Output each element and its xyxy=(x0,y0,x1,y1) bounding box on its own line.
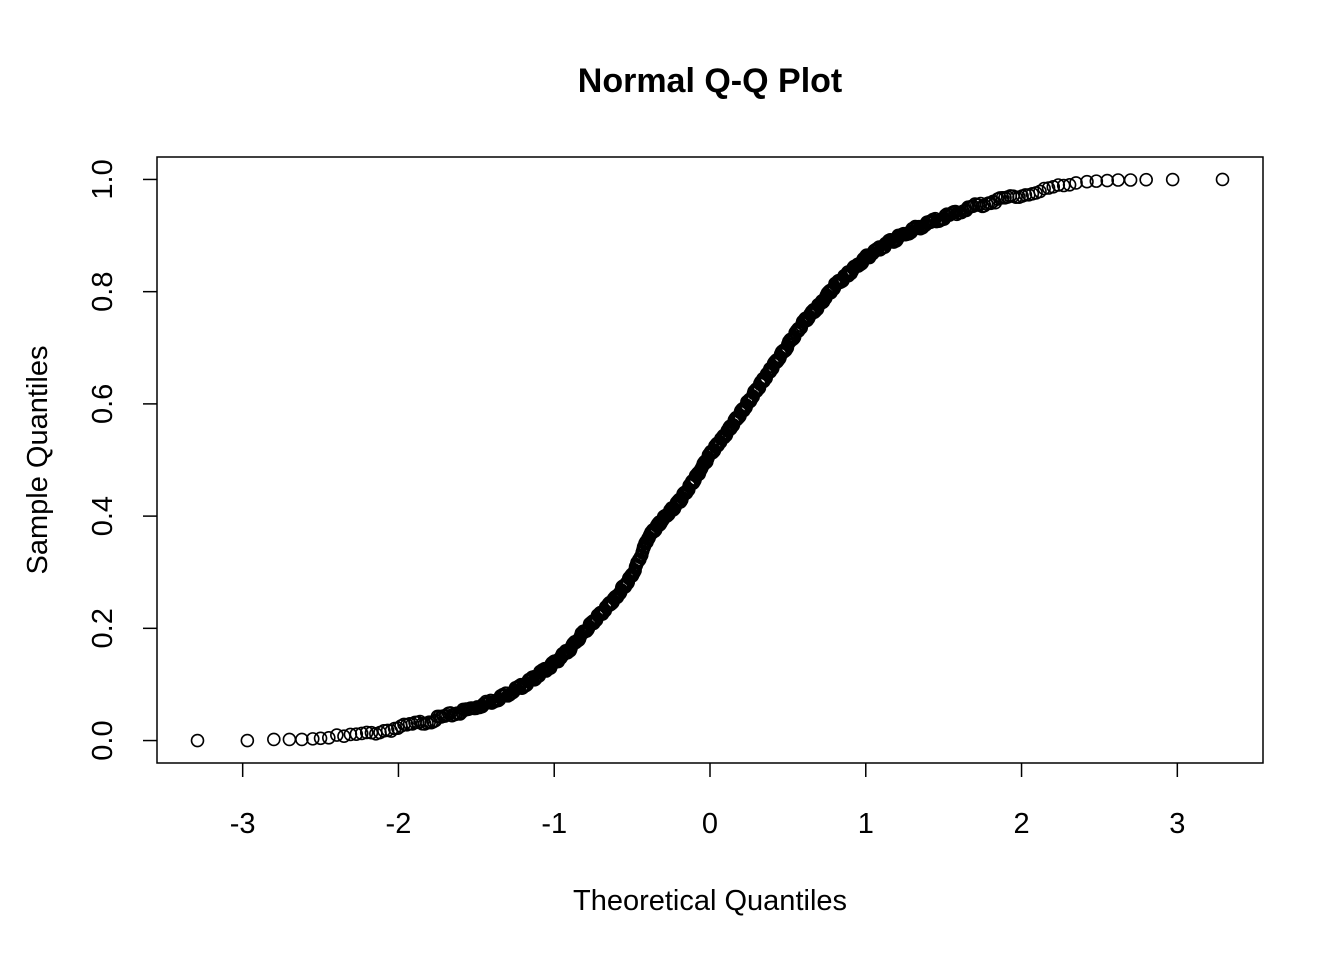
qq-point xyxy=(1080,174,1094,189)
y-axis: 0.0 0.2 0.4 0.6 0.8 1.0 xyxy=(87,159,157,761)
y-tick-label: 0.0 xyxy=(87,720,119,760)
qq-point xyxy=(1100,173,1115,188)
qq-point xyxy=(1123,173,1138,187)
y-tick-label: 1.0 xyxy=(87,159,119,199)
qq-point xyxy=(1062,178,1077,192)
qq-point xyxy=(1215,172,1230,187)
qq-point xyxy=(1165,172,1180,187)
qq-point xyxy=(1139,172,1153,187)
y-tick-label: 0.8 xyxy=(87,272,119,312)
x-tick-label: -1 xyxy=(541,808,567,840)
qq-point xyxy=(282,732,297,747)
qq-point xyxy=(295,732,309,747)
y-tick-label: 0.2 xyxy=(87,608,119,648)
qq-point xyxy=(359,725,374,740)
x-tick-label: 3 xyxy=(1169,808,1185,840)
x-tick-label: 2 xyxy=(1013,808,1029,840)
data-points xyxy=(190,172,1230,748)
qq-point xyxy=(321,731,336,745)
y-tick-label: 0.6 xyxy=(87,384,119,424)
x-tick-label: -2 xyxy=(386,808,412,840)
qq-point xyxy=(190,733,205,748)
qq-point xyxy=(267,732,281,747)
y-axis-label: Sample Quantiles xyxy=(22,346,54,575)
qq-point xyxy=(240,733,255,748)
x-axis-label: Theoretical Quantiles xyxy=(573,885,847,917)
y-tick-label: 0.4 xyxy=(87,496,119,536)
qq-point xyxy=(1056,178,1071,193)
qq-point xyxy=(1089,174,1104,188)
qq-point xyxy=(1033,184,1047,199)
qq-point xyxy=(330,728,344,742)
qq-point xyxy=(305,732,320,746)
x-tick-label: 0 xyxy=(702,808,718,840)
qq-point xyxy=(349,727,364,741)
x-axis: -3 -2 -1 0 1 2 3 xyxy=(230,763,1185,840)
x-tick-label: 1 xyxy=(858,808,874,840)
qq-point xyxy=(354,726,369,741)
x-tick-label: -3 xyxy=(230,808,256,840)
chart-title: Normal Q-Q Plot xyxy=(578,62,842,100)
qq-point xyxy=(1037,181,1051,196)
qq-point xyxy=(1069,176,1083,190)
qq-point xyxy=(510,680,525,695)
qq-point xyxy=(313,731,328,746)
qq-point xyxy=(1018,188,1033,202)
